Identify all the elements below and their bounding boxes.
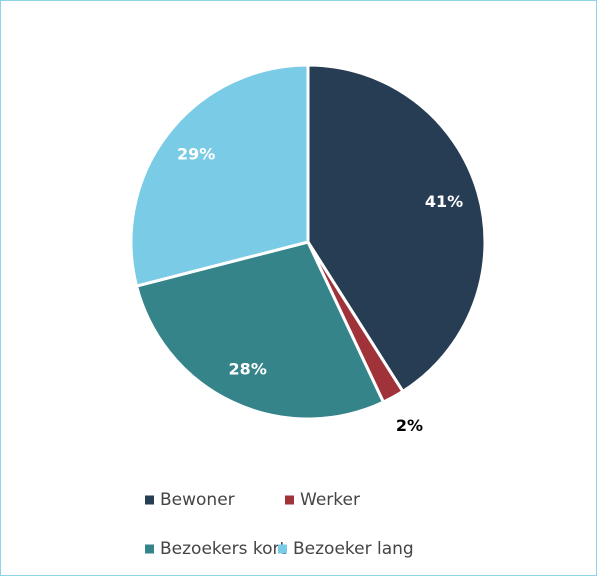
legend-label: Bezoeker lang: [293, 539, 414, 559]
data-label: 28%: [229, 360, 267, 379]
legend-swatch: [285, 495, 294, 505]
pie-slice: [129, 63, 310, 288]
data-label: 29%: [177, 145, 215, 164]
legend-label: Bewoner: [160, 490, 235, 510]
legend-swatch: [278, 544, 287, 554]
legend-swatch: [145, 544, 154, 554]
legend-label: Werker: [300, 490, 360, 510]
data-label: 41%: [425, 192, 463, 211]
legend-label: Bezoekers kort: [160, 539, 286, 559]
legend-swatch: [145, 495, 154, 505]
data-label: 2%: [396, 416, 423, 435]
pie-slice: [134, 240, 386, 421]
